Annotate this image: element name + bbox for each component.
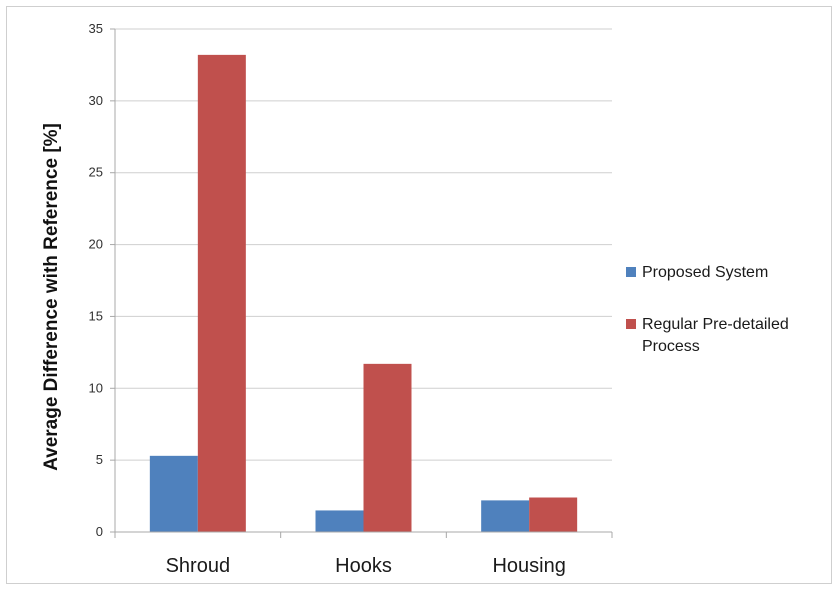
y-tick-label: 25 — [89, 165, 103, 180]
legend-swatch — [626, 267, 636, 277]
y-tick-label: 10 — [89, 380, 103, 395]
bar-hooks-series-2 — [363, 363, 412, 532]
bar-hooks-series-1 — [315, 510, 364, 532]
bar-housing-series-1 — [481, 500, 530, 532]
legend: Proposed System Regular Pre-detailed Proce… — [626, 264, 789, 355]
x-category-label: Shroud — [166, 555, 231, 577]
y-tick-labels: 0 5 10 15 20 25 30 35 — [89, 21, 103, 539]
legend-label: Proposed System — [642, 264, 768, 281]
y-tick-label: 5 — [96, 452, 103, 467]
chart-frame: 0 5 10 15 20 25 30 35 Shroud Hooks Housing Averag… — [6, 6, 832, 584]
bar-shroud-series-1 — [149, 455, 198, 532]
bar-chart: 0 5 10 15 20 25 30 35 Shroud Hooks Housing Averag… — [41, 21, 789, 577]
y-axis-title: Average Difference with Reference [%] — [41, 123, 62, 471]
bar-housing-series-2 — [529, 497, 578, 532]
y-tick-label: 15 — [89, 308, 103, 323]
x-category-label: Housing — [492, 555, 565, 577]
legend-swatch — [626, 319, 636, 329]
bar-shroud-series-2 — [197, 54, 246, 533]
legend-label: Regular Pre-detailed — [642, 316, 789, 333]
y-tick-label: 0 — [96, 524, 103, 539]
y-tick-label: 35 — [89, 21, 103, 36]
x-category-label: Hooks — [335, 555, 392, 577]
y-tick-label: 30 — [89, 93, 103, 108]
bars — [149, 54, 578, 533]
axes — [110, 28, 613, 538]
x-category-labels: Shroud Hooks Housing — [166, 555, 566, 577]
legend-label: Process — [642, 338, 700, 355]
y-tick-label: 20 — [89, 237, 103, 252]
